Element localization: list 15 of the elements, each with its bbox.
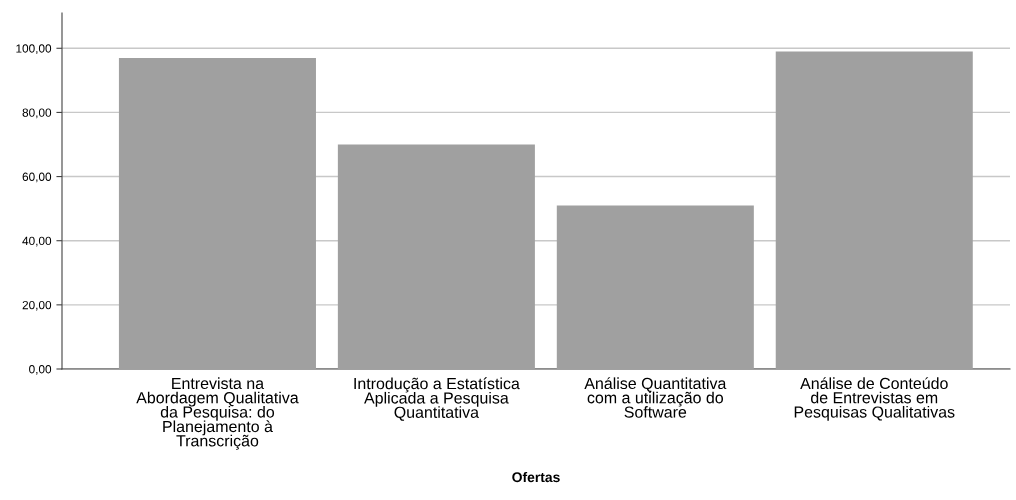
bar: [775, 51, 973, 369]
y-tick-label: 20,00: [22, 300, 52, 311]
x-tick-label: Entrevista na Abordagem Qualitativa da Pesquisa: do Planejamento à Transcrição: [136, 377, 299, 450]
bar: [118, 57, 316, 369]
y-tick-label: 40,00: [22, 236, 52, 247]
x-tick-label: Análise de Conteúdo de Entrevistas em Pesquisas Qualitativas: [794, 377, 955, 421]
bar: [337, 144, 535, 369]
bar: [556, 205, 754, 369]
y-tick-label: 0,00: [29, 365, 52, 375]
y-tick-label: 100,00: [16, 44, 52, 55]
y-tick-label: 60,00: [22, 172, 52, 183]
y-tick-label: 80,00: [22, 108, 52, 119]
x-tick-label: Análise Quantitativa com a utilização do Software: [584, 377, 727, 418]
x-tick-label: Introdução a Estatística Aplicada a Pesquisa Quantitativa: [354, 377, 520, 421]
x-axis-title: Ofertas: [512, 471, 560, 483]
